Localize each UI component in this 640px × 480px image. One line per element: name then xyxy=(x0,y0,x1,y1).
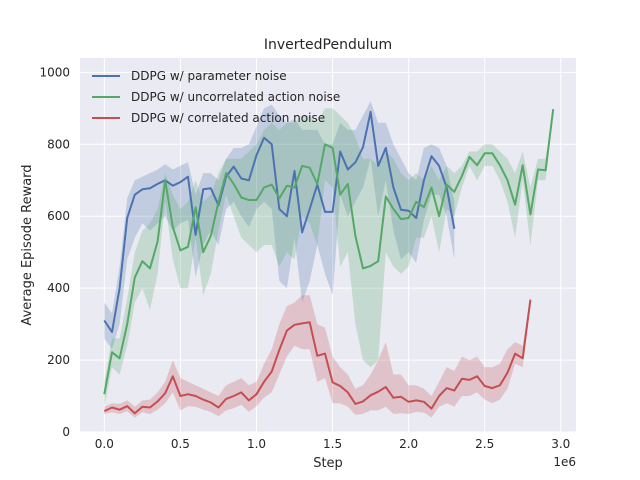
y-tick-label: 600 xyxy=(47,209,70,223)
y-tick-labels: 0 200 400 600 800 1000 xyxy=(39,65,70,439)
x-tick-label: 2.5 xyxy=(475,437,494,451)
x-tick-label: 2.0 xyxy=(399,437,418,451)
series-line-1 xyxy=(103,110,456,333)
series-band-2 xyxy=(104,108,554,407)
y-tick-label: 400 xyxy=(47,281,70,295)
x-axis-label: Step xyxy=(313,456,343,471)
legend-label: DDPG w/ uncorrelated action noise xyxy=(131,90,340,104)
y-tick-label: 800 xyxy=(47,137,70,151)
x-tick-label: 1.0 xyxy=(247,437,266,451)
legend-label: DDPG w/ correlated action noise xyxy=(131,111,325,125)
x-tick-label: 1.5 xyxy=(323,437,342,451)
x-tick-label: 0.5 xyxy=(171,437,190,451)
y-tick-label: 1000 xyxy=(39,65,70,79)
x-tick-label: 3.0 xyxy=(551,437,570,451)
series-line-3 xyxy=(103,299,532,415)
y-tick-label: 200 xyxy=(47,353,70,367)
y-axis-label: Average Episode Reward xyxy=(20,164,35,325)
series-line-2 xyxy=(103,108,555,395)
legend: DDPG w/ parameter noise DDPG w/ uncorrela… xyxy=(92,69,340,125)
legend-label: DDPG w/ parameter noise xyxy=(131,69,287,83)
x-tick-label: 0.0 xyxy=(95,437,114,451)
series-lines xyxy=(103,108,555,415)
x-tick-labels: 0.0 0.5 1.0 1.5 2.0 2.5 3.0 xyxy=(95,437,571,451)
x-axis-offset-label: 1e6 xyxy=(553,455,576,469)
plot-background xyxy=(80,58,576,432)
grid xyxy=(80,58,576,433)
series-band-1 xyxy=(104,101,455,350)
y-tick-label: 0 xyxy=(62,425,70,439)
chart-title: InvertedPendulum xyxy=(264,37,392,53)
